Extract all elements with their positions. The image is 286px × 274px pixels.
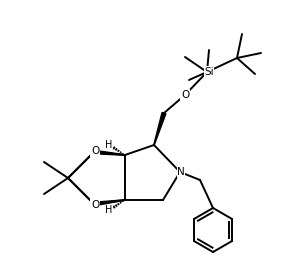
Text: H: H [105, 205, 113, 215]
Text: O: O [91, 200, 99, 210]
Text: O: O [181, 90, 189, 100]
Polygon shape [94, 200, 125, 206]
Text: O: O [91, 146, 99, 156]
Polygon shape [94, 150, 125, 155]
Text: H: H [105, 140, 113, 150]
Text: Si: Si [204, 67, 214, 77]
Polygon shape [154, 112, 166, 145]
Text: N: N [177, 167, 185, 177]
